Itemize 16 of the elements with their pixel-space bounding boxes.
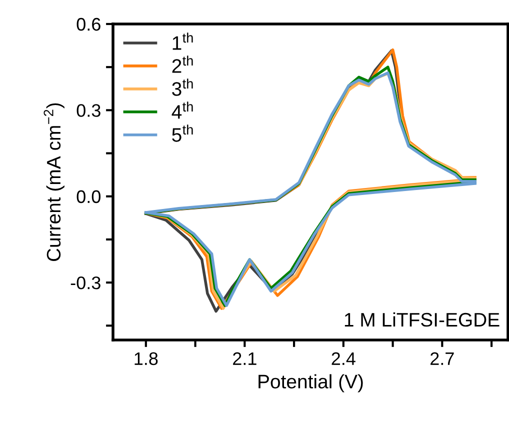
legend-label: 2$^{th}$ xyxy=(172,56,193,73)
x-tick-label: 2.1 xyxy=(233,352,256,365)
x-axis-title: Potential (V) xyxy=(258,374,363,392)
legend-label: 1$^{th}$ xyxy=(172,32,193,50)
x-tick-label: 2.7 xyxy=(430,352,454,365)
y-tick-label: 0.0 xyxy=(76,190,100,204)
annotation: 1 M LiTFSI-EGDE xyxy=(344,312,500,327)
legend-label: 5$^{th}$ xyxy=(172,124,193,142)
y-tick-label: 0.6 xyxy=(76,18,100,31)
x-tick-label: 2.4 xyxy=(332,352,356,365)
y-tick-label: -0.3 xyxy=(70,276,100,290)
y-axis-title: Current (mA cm$^{−2}$) xyxy=(44,103,64,262)
x-tick-label: 1.8 xyxy=(134,352,158,366)
y-tick-label: 0.3 xyxy=(76,104,100,117)
legend-label: 3$^{th}$ xyxy=(172,78,193,96)
legend-label: 4$^{th}$ xyxy=(172,102,193,119)
